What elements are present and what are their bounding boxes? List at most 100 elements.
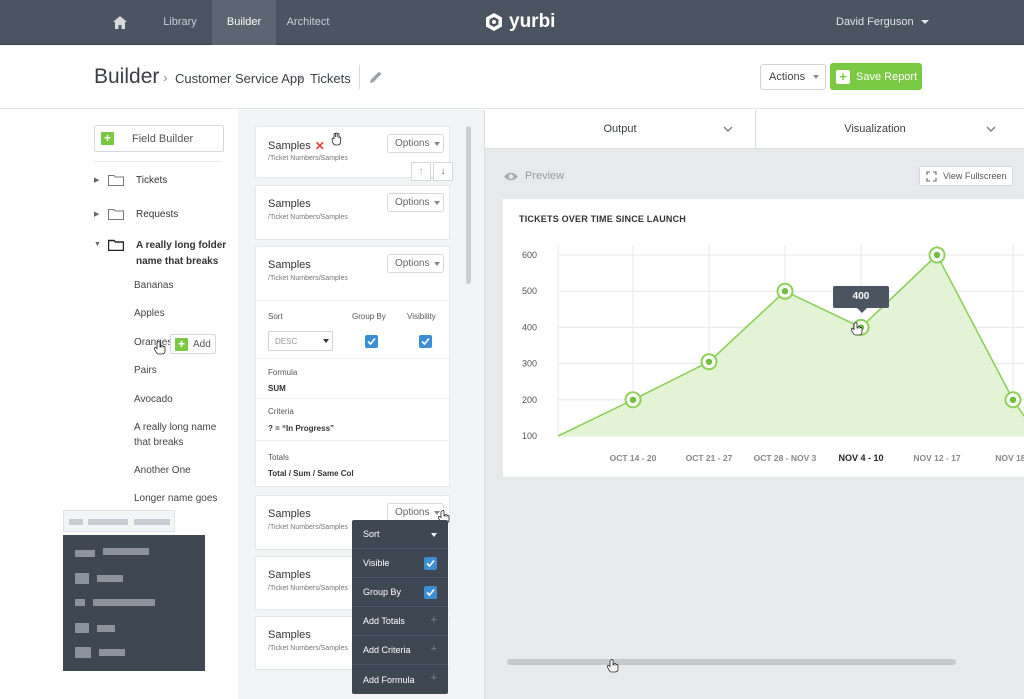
preview-label: Preview xyxy=(525,170,565,182)
group-by-menu-checkbox[interactable] xyxy=(424,586,437,599)
data-point xyxy=(933,251,941,259)
totals-value[interactable]: Total / Sum / Same Col xyxy=(268,469,354,478)
breadcrumb-report[interactable]: Tickets xyxy=(310,71,351,86)
data-point xyxy=(781,288,789,295)
field-card-path: /Ticket Numbers/Samples xyxy=(268,214,348,221)
folder-tickets[interactable]: ▶ Tickets xyxy=(94,173,167,189)
folder-label: Tickets xyxy=(136,175,168,186)
chevron-down-icon xyxy=(723,126,733,132)
field-card-title: Samples ✕ xyxy=(268,139,325,153)
field-item[interactable]: Apples xyxy=(134,308,165,319)
vertical-scrollbar[interactable] xyxy=(466,126,471,284)
triangle-right-icon: ▶ xyxy=(94,211,100,218)
brand-logo[interactable]: yurbi xyxy=(484,11,555,33)
field-card-title: Samples xyxy=(268,198,311,210)
caret-down-icon xyxy=(813,75,820,79)
field-item[interactable]: Another One xyxy=(134,465,191,476)
y-tick-label: 600 xyxy=(522,250,537,260)
move-up-button[interactable]: ↑ xyxy=(411,162,431,181)
ghost-placeholder xyxy=(75,623,89,633)
area-fill xyxy=(558,255,1024,436)
field-builder-button[interactable]: + Field Builder xyxy=(94,125,224,152)
folder-label-line1: A really long folder xyxy=(136,240,227,251)
folder-requests[interactable]: ▶ Requests xyxy=(94,207,178,223)
field-item[interactable]: Oranges xyxy=(134,337,173,348)
menu-item-sort[interactable]: Sort xyxy=(352,520,448,549)
brand-name: yurbi xyxy=(509,11,556,32)
breadcrumb-app[interactable]: Customer Service App xyxy=(175,71,305,86)
field-card-name: Samples xyxy=(268,140,311,152)
sort-select[interactable]: DESC xyxy=(268,331,333,351)
nav-tab-library[interactable]: Library xyxy=(163,16,197,28)
menu-item-label: Add Totals xyxy=(363,616,405,626)
top-navigation: Library Builder Architect yurbi David Fe… xyxy=(0,0,1024,45)
header-divider xyxy=(359,65,360,89)
criteria-value[interactable]: ? = “In Progress” xyxy=(268,424,335,433)
ghost-placeholder xyxy=(97,575,123,582)
group-by-checkbox[interactable] xyxy=(365,335,378,348)
caret-down-icon xyxy=(434,510,441,515)
field-card-name: Samples xyxy=(268,198,311,210)
tab-divider xyxy=(755,110,756,149)
field-item[interactable]: Avocado xyxy=(134,394,173,405)
y-tick-label: 500 xyxy=(522,286,537,296)
page-header: Builder › Customer Service App › Tickets… xyxy=(0,45,1024,109)
home-button[interactable] xyxy=(100,0,140,45)
field-card-expanded[interactable]: Samples /Ticket Numbers/Samples Options … xyxy=(255,246,451,487)
formula-value[interactable]: SUM xyxy=(268,384,286,393)
menu-item-add-totals[interactable]: Add Totals + xyxy=(352,607,448,636)
field-item[interactable]: Bananas xyxy=(134,280,174,291)
actions-dropdown[interactable]: Actions xyxy=(760,64,826,90)
x-tick-label: NOV 4 - 10 xyxy=(838,453,883,463)
plus-icon: + xyxy=(430,614,437,626)
group-by-label: Group By xyxy=(352,312,386,321)
save-report-button[interactable]: + Save Report xyxy=(830,63,922,90)
tab-visualization[interactable]: Visualization xyxy=(844,123,906,135)
sidebar-divider xyxy=(94,161,222,162)
arrow-up-icon: ↑ xyxy=(418,166,424,177)
field-builder-label: Field Builder xyxy=(132,132,194,145)
field-item[interactable]: Longer name goes xyxy=(134,493,218,504)
preview-header: Preview xyxy=(503,170,564,182)
triangle-right-icon: ▶ xyxy=(94,177,100,184)
y-tick-label: 100 xyxy=(522,431,537,441)
menu-item-visible[interactable]: Visible xyxy=(352,549,448,578)
menu-item-add-criteria[interactable]: Add Criteria + xyxy=(352,636,448,665)
nav-tab-builder[interactable]: Builder xyxy=(212,0,276,45)
remove-x-icon[interactable]: ✕ xyxy=(314,139,325,153)
folder-label: Requests xyxy=(136,209,179,220)
visible-checkbox[interactable] xyxy=(424,557,437,570)
x-tick-label: NOV 12 - 17 xyxy=(913,453,961,463)
tab-output[interactable]: Output xyxy=(603,123,637,135)
menu-item-group-by[interactable]: Group By xyxy=(352,578,448,607)
x-tick-label: OCT 21 - 27 xyxy=(686,453,733,463)
field-card-title: Samples xyxy=(268,259,311,271)
chart-title: TICKETS OVER TIME SINCE LAUNCH xyxy=(519,214,687,224)
add-field-button[interactable]: + Add xyxy=(170,334,216,354)
options-dropdown[interactable]: Options xyxy=(387,254,444,273)
options-dropdown[interactable]: Options xyxy=(387,193,444,212)
card-divider xyxy=(256,440,451,441)
field-item[interactable]: Pairs xyxy=(134,365,157,376)
menu-item-add-formula[interactable]: Add Formula + xyxy=(352,665,448,694)
plus-icon: + xyxy=(175,337,188,351)
home-icon xyxy=(113,16,127,29)
view-fullscreen-button[interactable]: View Fullscreen xyxy=(919,166,1013,186)
user-menu[interactable]: David Ferguson xyxy=(836,0,929,45)
folder-long-name[interactable]: ▼ A really long folder name that breaks xyxy=(94,238,226,270)
caret-down-icon xyxy=(434,141,441,146)
pencil-icon[interactable] xyxy=(368,69,384,85)
options-dropdown[interactable]: Options xyxy=(387,134,444,153)
field-card[interactable]: Samples /Ticket Numbers/Samples Options xyxy=(255,185,450,240)
menu-item-label: Sort xyxy=(363,529,380,539)
menu-item-label: Add Criteria xyxy=(363,645,411,655)
field-card[interactable]: Samples ✕ /Ticket Numbers/Samples Option… xyxy=(255,126,450,178)
hand-cursor-icon xyxy=(154,341,166,355)
series-line xyxy=(557,253,1024,437)
visibility-checkbox[interactable] xyxy=(419,335,432,348)
horizontal-scrollbar[interactable] xyxy=(507,659,956,665)
field-item[interactable]: A really long name that breaks xyxy=(134,420,216,450)
nav-tab-architect[interactable]: Architect xyxy=(286,16,330,28)
move-down-button[interactable]: ↓ xyxy=(433,162,453,181)
triangle-down-icon: ▼ xyxy=(94,241,101,248)
